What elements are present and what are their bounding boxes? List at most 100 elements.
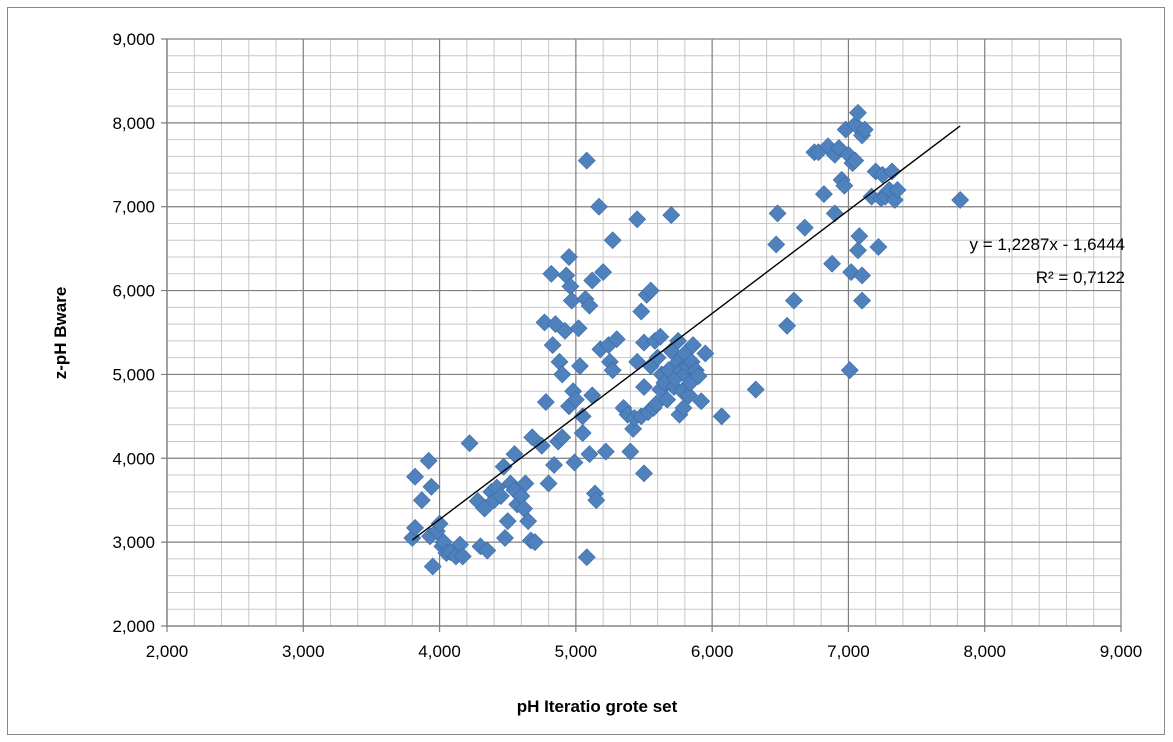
data-point (539, 474, 558, 493)
data-point (692, 392, 711, 411)
x-tick-label: 5,000 (555, 642, 598, 661)
data-point (825, 204, 844, 223)
x-tick-label: 8,000 (963, 642, 1006, 661)
data-point (553, 365, 572, 384)
data-point (674, 399, 693, 417)
axes (166, 39, 1121, 627)
data-point (621, 442, 640, 461)
y-tick-label: 2,000 (112, 617, 155, 636)
data-point (603, 231, 622, 250)
trendline-group (411, 125, 961, 541)
data-point (746, 380, 765, 399)
data-point (423, 557, 442, 576)
data-point (855, 120, 874, 139)
data-point (850, 227, 869, 245)
data-point (835, 176, 854, 195)
data-point (784, 291, 803, 310)
y-tick-label: 6,000 (112, 282, 155, 301)
data-point (519, 512, 538, 531)
data-point (494, 457, 513, 476)
data-point (814, 185, 833, 204)
data-point (662, 206, 681, 225)
data-point (651, 327, 670, 346)
data-point (689, 367, 708, 386)
scatter-chart: 2,000 3,000 4,000 5,000 6,000 7,000 8,000 9,000… (51, 30, 1143, 716)
x-tick-label: 3,000 (282, 642, 325, 661)
data-point (849, 241, 867, 260)
y-tick-label: 9,000 (112, 30, 155, 49)
trendline (411, 125, 961, 541)
data-point (767, 235, 786, 254)
data-point (869, 238, 888, 256)
data-point (577, 548, 596, 567)
data-point (778, 316, 797, 335)
data-point (594, 263, 613, 282)
data-point (545, 456, 563, 474)
x-tick-label: 6,000 (691, 642, 734, 661)
x-tick-label: 2,000 (146, 642, 189, 661)
data-point (577, 151, 596, 170)
data-point (712, 407, 731, 426)
data-point (840, 361, 859, 380)
data-point (684, 336, 702, 355)
data-point (635, 378, 653, 396)
data-point (603, 361, 622, 380)
data-point (478, 541, 497, 560)
x-tick-label: 9,000 (1100, 642, 1143, 661)
data-point (628, 352, 647, 371)
data-point (696, 344, 715, 363)
data-point (768, 204, 787, 223)
data-point (583, 386, 602, 405)
data-point (658, 390, 677, 409)
data-point (795, 218, 814, 237)
data-point (680, 386, 698, 405)
data-point (496, 529, 514, 547)
data-point (505, 445, 524, 464)
data-point (846, 151, 865, 170)
data-point (583, 271, 602, 290)
data-point (523, 428, 542, 447)
chart-frame: 2,000 3,000 4,000 5,000 6,000 7,000 8,000 9,000… (7, 7, 1165, 735)
data-point (624, 420, 643, 438)
trendline-r2: R² = 0,7122 (1036, 268, 1125, 287)
x-axis-title: pH Iteratio grote set (517, 697, 678, 716)
data-point (562, 291, 581, 310)
y-axis-title: z-pH Bware (51, 287, 70, 380)
data-points (403, 103, 970, 576)
data-point (560, 248, 578, 266)
data-point (536, 393, 555, 412)
data-point (580, 445, 599, 464)
data-point (823, 254, 841, 273)
grid (161, 38, 1122, 632)
data-point (406, 518, 424, 537)
data-point (573, 407, 592, 426)
data-point (628, 210, 647, 229)
data-point (565, 453, 584, 472)
data-point (607, 330, 626, 349)
data-point (580, 296, 599, 315)
y-tick-label: 5,000 (112, 365, 155, 384)
data-point (422, 477, 441, 496)
data-point (883, 162, 901, 181)
y-tick-label: 7,000 (112, 198, 155, 217)
x-tick-label: 7,000 (827, 642, 870, 661)
data-point (475, 499, 494, 518)
data-point (516, 474, 535, 493)
data-point (553, 428, 572, 447)
data-point (888, 181, 907, 199)
trendline-equation: y = 1,2287x - 1,6444 (970, 235, 1125, 254)
data-point (453, 547, 472, 566)
data-point (853, 291, 871, 310)
data-point (566, 390, 585, 409)
data-point (491, 487, 510, 505)
data-point (498, 512, 517, 531)
y-tick-label: 3,000 (112, 533, 155, 552)
data-point (535, 313, 554, 332)
data-point (543, 336, 562, 355)
x-tick-label: 4,000 (418, 642, 461, 661)
data-point (573, 424, 592, 443)
y-tick-label: 4,000 (112, 449, 155, 468)
data-point (853, 266, 871, 285)
data-point (590, 197, 608, 216)
data-point (526, 533, 544, 552)
